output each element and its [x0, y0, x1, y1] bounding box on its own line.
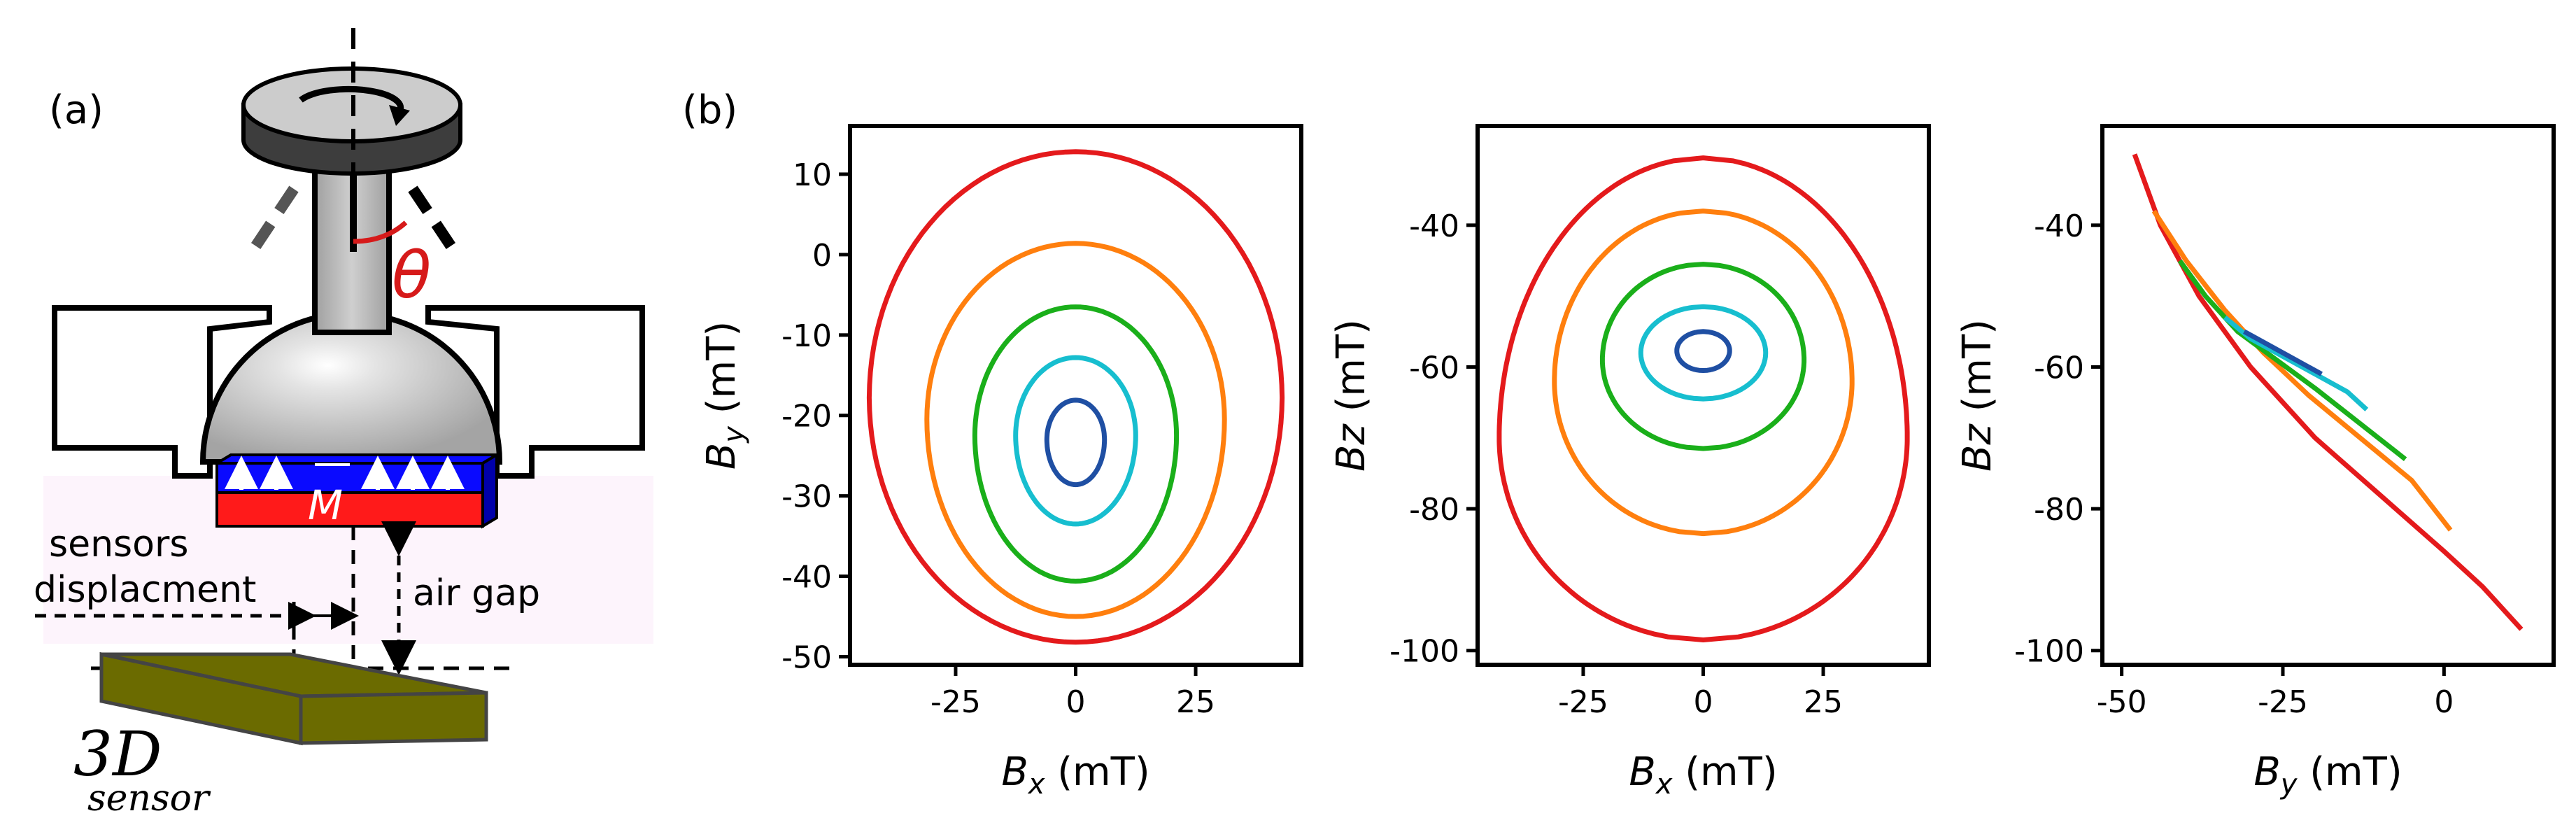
right-housing: [425, 305, 645, 479]
panel-a-label: (a): [49, 87, 104, 133]
x-tick-label: 0: [2434, 684, 2454, 720]
x-tick-label: -50: [2097, 684, 2147, 720]
displacement-label: displacment: [34, 569, 256, 611]
tilt-line-left: [247, 185, 299, 255]
y-tick-label: -80: [2034, 492, 2084, 528]
y-tick-label: -80: [1409, 492, 1459, 528]
magnetization-label: M: [308, 481, 343, 529]
plot-frame: [848, 124, 1303, 667]
series-line-2: [1552, 209, 1855, 537]
ball-joint: [199, 311, 503, 465]
y-tick-label: -100: [1389, 634, 1459, 670]
y-tick-label: -30: [781, 479, 832, 515]
y-axis-label: Bz (mT): [1329, 319, 1374, 472]
sensor-label-3d: 3D: [73, 718, 162, 790]
magnet: M: [211, 452, 502, 529]
y-tick-label: 10: [793, 157, 832, 193]
y-tick-label: -10: [781, 318, 832, 354]
rotation-arrow-icon: [299, 85, 404, 118]
y-tick-label: -40: [2034, 209, 2084, 244]
x-tick-label: 0: [1066, 684, 1086, 720]
series-line-2: [924, 241, 1227, 619]
series-line-1: [2132, 153, 2524, 631]
y-tick-label: -100: [2014, 634, 2084, 670]
series-line-2: [2151, 209, 2453, 532]
sensors-label: sensors: [49, 523, 188, 565]
x-axis-label: Bx (mT): [1001, 749, 1149, 801]
y-tick-label: -60: [1409, 350, 1459, 386]
plot-by-bz: -50 -25 0 -40 -60 -80 -100 By (mT) Bz (mT): [1955, 124, 2556, 801]
sensor-label-word: sensor: [87, 777, 211, 819]
rotation-knob: [241, 66, 462, 176]
panel-b-label: (b): [682, 87, 737, 133]
3d-sensor-chip: [99, 651, 488, 746]
plot-bx-by: -25 0 25 10 0 -10 -20 -30 -40 -50 Bx (mT) By (mT): [699, 124, 1303, 801]
series-line-5: [1044, 397, 1107, 488]
y-tick-label: -50: [781, 640, 832, 676]
x-tick-label: -25: [1558, 684, 1608, 720]
series-line-5: [1674, 329, 1732, 373]
schematic-diagram: (a) θ: [34, 28, 653, 819]
y-axis-label: Bz (mT): [1955, 319, 2000, 472]
y-tick-label: -40: [1409, 209, 1459, 244]
plot-bx-bz: -25 0 25 -40 -60 -80 -100 Bx (mT) Bz (mT): [1329, 124, 1931, 801]
series-line-3: [1599, 262, 1807, 451]
plot-frame: [1475, 124, 1931, 667]
y-tick-label: -20: [781, 399, 832, 435]
series-line-4: [1013, 355, 1138, 527]
plot-series-group: [1496, 155, 1910, 642]
air-gap-label: air gap: [413, 572, 540, 614]
x-axis-label: By (mT): [2253, 749, 2402, 801]
x-axis-label: Bx (mT): [1629, 749, 1777, 801]
x-tick-label: 25: [1804, 684, 1843, 720]
plot-frame: [2100, 124, 2556, 667]
y-tick-label: 0: [812, 238, 832, 274]
plot-series-group: [2132, 153, 2524, 631]
series-line-3: [2177, 259, 2407, 461]
x-tick-label: 0: [1694, 684, 1713, 720]
x-tick-label: 25: [1176, 684, 1215, 720]
x-tick-label: -25: [2258, 684, 2308, 720]
series-line-3: [972, 304, 1180, 584]
series-line-5: [2243, 329, 2323, 376]
theta-arc: [353, 220, 408, 244]
series-line-1: [1496, 155, 1910, 642]
series-line-4: [1638, 304, 1769, 402]
tilt-line-right: [408, 185, 460, 255]
plot-series-group: [866, 149, 1285, 645]
y-tick-label: -60: [2034, 350, 2084, 386]
y-axis-label: By (mT): [699, 321, 750, 470]
left-housing: [52, 305, 272, 479]
x-tick-label: -25: [930, 684, 981, 720]
theta-label: θ: [392, 238, 431, 313]
y-tick-label: -40: [781, 560, 832, 595]
series-line-1: [866, 149, 1285, 645]
